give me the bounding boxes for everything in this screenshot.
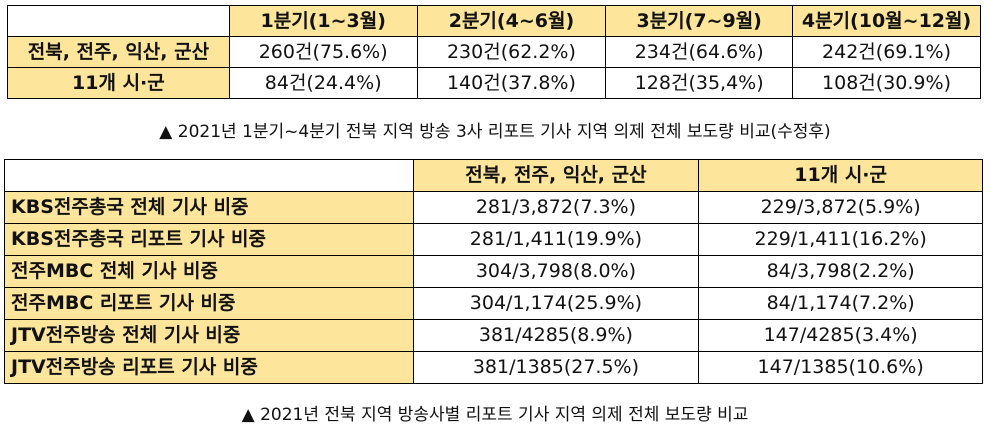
table-row: 11개 시·군 84건(24.4%) 140건(37.8%) 128건(35,4…: [7, 67, 981, 99]
column-header: 3분기(7~9월): [605, 5, 794, 37]
row-header: KBS전주총국 전체 기사 비중: [4, 191, 414, 224]
table-cell: 84/1,174(7.2%): [698, 287, 983, 320]
table-row: JTV전주방송 전체 기사 비중 381/4285(8.9%) 147/4285…: [4, 319, 983, 352]
table-cell: 304/1,174(25.9%): [412, 287, 700, 320]
row-header: JTV전주방송 전체 기사 비중: [4, 319, 414, 352]
column-header: 전북, 전주, 익산, 군산: [412, 159, 700, 192]
row-header: 전주MBC 리포트 기사 비중: [4, 287, 414, 320]
quarterly-coverage-table: 1분기(1~3월) 2분기(4~6월) 3분기(7~9월) 4분기(10월~12…: [7, 5, 981, 99]
column-header: 11개 시·군: [698, 159, 983, 192]
table-cell: 304/3,798(8.0%): [412, 255, 700, 288]
column-header: 4분기(10월~12월): [792, 5, 981, 37]
table-header-row: 전북, 전주, 익산, 군산 11개 시·군: [4, 159, 983, 192]
table-row: 전주MBC 리포트 기사 비중 304/1,174(25.9%) 84/1,17…: [4, 287, 983, 320]
row-header: KBS전주총국 리포트 기사 비중: [4, 223, 414, 256]
table-cell: 147/1385(10.6%): [698, 351, 983, 384]
table-cell: 147/4285(3.4%): [698, 319, 983, 352]
table-cell: 281/3,872(7.3%): [412, 191, 700, 224]
row-header: 전북, 전주, 익산, 군산: [7, 36, 230, 68]
table-cell: 84/3,798(2.2%): [698, 255, 983, 288]
table-cell: 128건(35,4%): [605, 67, 794, 99]
table-corner-cell: [4, 159, 414, 192]
column-header: 1분기(1~3월): [228, 5, 418, 37]
table-row: JTV전주방송 리포트 기사 비중 381/1385(27.5%) 147/13…: [4, 351, 983, 384]
table-cell: 229/1,411(16.2%): [698, 223, 983, 256]
table-cell: 381/1385(27.5%): [412, 351, 700, 384]
row-header: JTV전주방송 리포트 기사 비중: [4, 351, 414, 384]
table-cell: 108건(30.9%): [792, 67, 981, 99]
table-cell: 84건(24.4%): [228, 67, 418, 99]
table-header-row: 1분기(1~3월) 2분기(4~6월) 3분기(7~9월) 4분기(10월~12…: [7, 5, 981, 37]
row-header: 11개 시·군: [7, 67, 230, 99]
table-caption: ▲ 2021년 전북 지역 방송사별 리포트 기사 지역 의제 전체 보도량 비…: [241, 405, 749, 425]
table-cell: 229/3,872(5.9%): [698, 191, 983, 224]
table-cell: 234건(64.6%): [605, 36, 794, 68]
table-cell: 140건(37.8%): [416, 67, 607, 99]
table-row: KBS전주총국 전체 기사 비중 281/3,872(7.3%) 229/3,8…: [4, 191, 983, 224]
table-cell: 281/1,411(19.9%): [412, 223, 700, 256]
table-cell: 230건(62.2%): [416, 36, 607, 68]
row-header: 전주MBC 전체 기사 비중: [4, 255, 414, 288]
table-row: 전북, 전주, 익산, 군산 260건(75.6%) 230건(62.2%) 2…: [7, 36, 981, 68]
table-caption: ▲ 2021년 1분기~4분기 전북 지역 방송 3사 리포트 기사 지역 의제…: [159, 122, 831, 142]
broadcaster-coverage-table: 전북, 전주, 익산, 군산 11개 시·군 KBS전주총국 전체 기사 비중 …: [4, 159, 983, 384]
column-header: 2분기(4~6월): [416, 5, 607, 37]
table-cell: 260건(75.6%): [228, 36, 418, 68]
table-cell: 242건(69.1%): [792, 36, 981, 68]
table-row: KBS전주총국 리포트 기사 비중 281/1,411(19.9%) 229/1…: [4, 223, 983, 256]
table-row: 전주MBC 전체 기사 비중 304/3,798(8.0%) 84/3,798(…: [4, 255, 983, 288]
table-corner-cell: [7, 5, 230, 37]
table-cell: 381/4285(8.9%): [412, 319, 700, 352]
